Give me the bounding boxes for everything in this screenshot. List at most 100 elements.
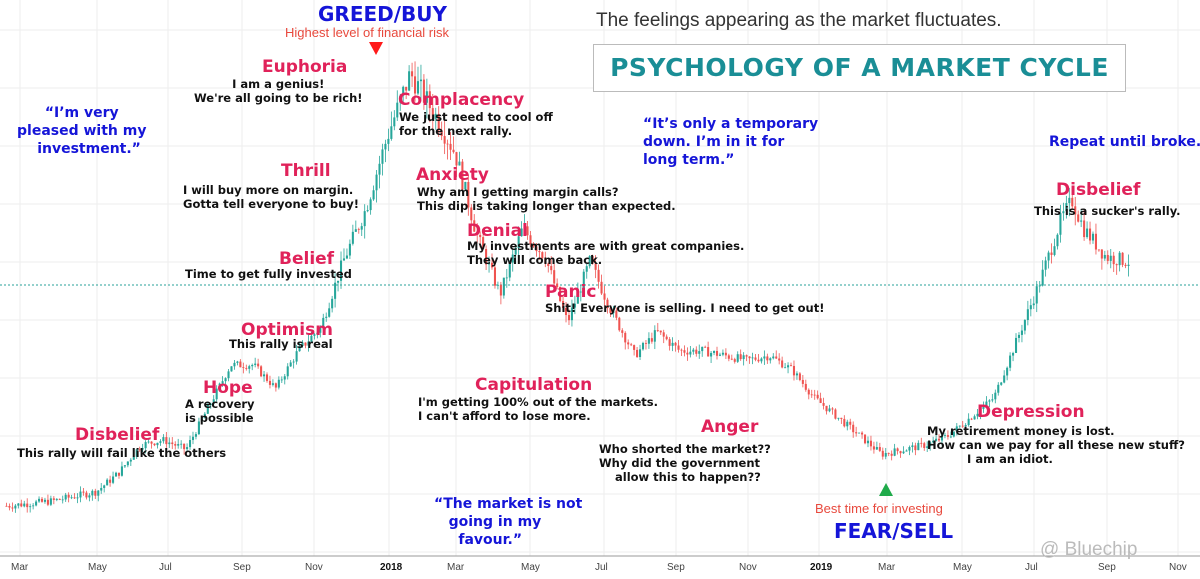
candle-body xyxy=(73,497,76,499)
candle-body xyxy=(724,352,727,356)
candle-body xyxy=(926,446,929,448)
stage-text-complacency: We just need to cool off for the next ra… xyxy=(399,110,553,138)
peak-label: GREED/BUY xyxy=(318,2,448,26)
candle-body xyxy=(878,447,881,451)
candle-body xyxy=(612,310,615,314)
candle-body xyxy=(265,374,269,381)
candle-body xyxy=(369,199,372,211)
candle-body xyxy=(58,498,61,500)
candle-body xyxy=(1062,211,1065,214)
candle-body xyxy=(929,442,932,447)
candle-body xyxy=(1083,220,1086,238)
candle-body xyxy=(35,501,38,506)
candle-body xyxy=(715,350,719,356)
candle-body xyxy=(822,402,825,406)
candle-body xyxy=(271,383,274,385)
candle-body xyxy=(973,416,976,420)
candle-body xyxy=(82,491,85,493)
stage-title-euphoria: Euphoria xyxy=(262,57,348,77)
candle-body xyxy=(591,256,594,264)
candle-body xyxy=(621,330,624,333)
candle-body xyxy=(810,394,813,396)
candle-body xyxy=(331,298,334,309)
stage-text-panic: Shit! Everyone is selling. I need to get… xyxy=(545,301,825,315)
stage-title-thrill: Thrill xyxy=(281,161,331,181)
candle-body xyxy=(677,345,680,350)
candle-body xyxy=(153,443,156,446)
candle-body xyxy=(135,449,138,457)
candle-body xyxy=(413,76,417,94)
candle-body xyxy=(337,280,340,283)
candle-body xyxy=(789,365,793,367)
candle-body xyxy=(49,498,52,505)
candle-body xyxy=(236,361,239,363)
title-box: PSYCHOLOGY OF A MARKET CYCLE xyxy=(593,44,1126,92)
stage-title-disbelief-1: Disbelief xyxy=(75,425,160,445)
x-tick-label: 2019 xyxy=(810,562,833,573)
candle-body xyxy=(422,79,425,103)
candle-body xyxy=(763,356,766,359)
candle-body xyxy=(653,330,656,342)
x-tick-label: Sep xyxy=(1098,562,1116,573)
candle-body xyxy=(230,366,233,372)
candle-body xyxy=(887,452,890,454)
candle-body xyxy=(186,447,189,450)
candle-body xyxy=(562,301,565,308)
candle-body xyxy=(289,362,292,367)
candle-body xyxy=(1077,214,1080,222)
candle-body xyxy=(630,344,633,346)
candle-body xyxy=(183,443,186,450)
candle-body xyxy=(997,384,1000,393)
candle-body xyxy=(313,334,316,336)
peak-note: Highest level of financial risk xyxy=(285,25,450,40)
candle-body xyxy=(197,421,200,435)
candle-body xyxy=(20,503,23,507)
candle-body xyxy=(659,330,662,333)
stage-text-disbelief-2: This is a sucker's rally. xyxy=(1034,204,1181,218)
x-tick-label: May xyxy=(953,562,972,573)
x-tick-label: May xyxy=(521,562,540,573)
candle-body xyxy=(268,380,272,385)
candle-body xyxy=(239,361,242,368)
candle-body xyxy=(674,342,677,346)
candle-body xyxy=(381,149,384,164)
candle-body xyxy=(579,291,582,293)
candle-body xyxy=(816,394,819,399)
candle-body xyxy=(689,351,692,355)
candle-body xyxy=(559,287,562,302)
candle-body xyxy=(88,495,91,498)
candle-body xyxy=(473,220,476,232)
candle-body xyxy=(523,226,526,229)
candle-body xyxy=(485,249,488,265)
candle-body xyxy=(781,360,784,368)
candle-body xyxy=(828,408,831,412)
candle-body xyxy=(858,432,861,434)
candle-body xyxy=(177,444,180,446)
candle-body xyxy=(961,425,964,427)
candle-body xyxy=(745,355,748,357)
candle-body xyxy=(656,330,659,331)
candle-body xyxy=(168,442,171,445)
x-tick-label: Mar xyxy=(878,562,896,573)
candle-body xyxy=(890,453,893,456)
candle-body xyxy=(464,181,467,190)
candle-body xyxy=(855,432,858,434)
candle-body xyxy=(342,258,346,261)
candle-body xyxy=(1056,234,1059,247)
candle-body xyxy=(843,418,846,427)
stage-title-panic: Panic xyxy=(545,282,597,302)
candle-body xyxy=(597,269,600,282)
candle-body xyxy=(911,445,914,448)
candle-body xyxy=(710,352,713,357)
candle-body xyxy=(162,437,165,442)
candle-body xyxy=(804,383,807,390)
candle-body xyxy=(686,352,689,355)
candle-body xyxy=(32,505,35,507)
candle-body xyxy=(600,281,603,294)
candle-body xyxy=(1080,220,1083,222)
candle-body xyxy=(1003,375,1006,383)
candle-body xyxy=(277,379,280,388)
stage-text-anxiety: Why am I getting margin calls? This dip … xyxy=(417,185,676,213)
candle-body xyxy=(514,247,517,255)
candle-body xyxy=(147,441,150,443)
